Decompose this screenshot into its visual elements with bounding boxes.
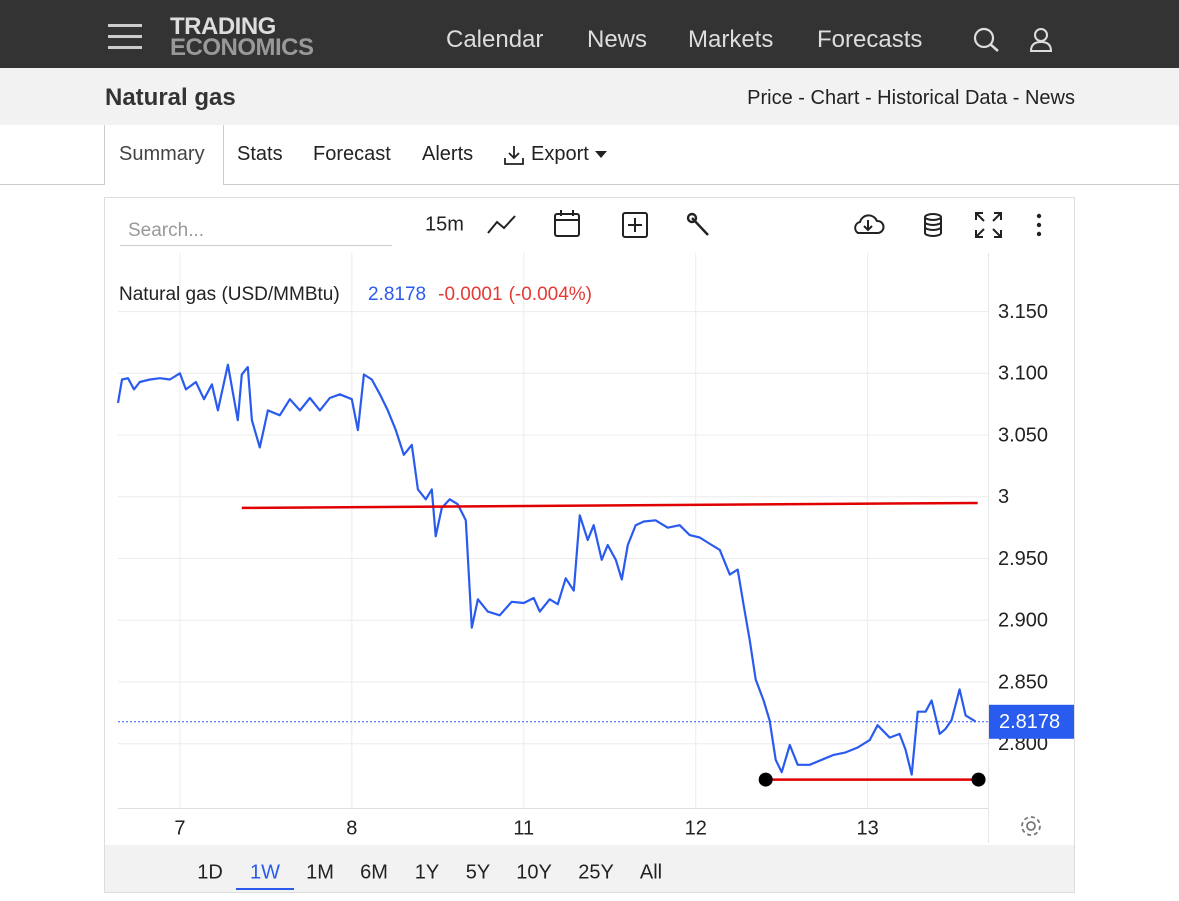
legend: Natural gas (USD/MMBtu) 2.8178 -0.0001 (… bbox=[119, 284, 592, 305]
nav-link[interactable]: Calendar bbox=[446, 26, 544, 53]
logo-line: TRADING bbox=[170, 13, 276, 40]
tab[interactable]: Export bbox=[531, 143, 589, 165]
range-button[interactable]: 6M bbox=[360, 861, 388, 883]
database-icon[interactable] bbox=[924, 213, 942, 237]
more-icon[interactable] bbox=[1036, 213, 1042, 237]
menu-icon[interactable] bbox=[108, 24, 142, 50]
chart-panel bbox=[104, 197, 1075, 893]
settings-icon[interactable] bbox=[1021, 816, 1041, 836]
active-tab bbox=[104, 125, 224, 185]
range-button[interactable]: 1D bbox=[197, 861, 223, 883]
last-price-label: 2.8178 bbox=[999, 711, 1060, 733]
range-button[interactable]: 1M bbox=[306, 861, 334, 883]
y-tick-label: 3.150 bbox=[998, 301, 1048, 323]
y-tick-label: 2.950 bbox=[998, 548, 1048, 570]
user-icon[interactable] bbox=[1029, 27, 1053, 53]
range-buttons: 1D 1W 1M 6M 1Y 5Y 10Y 25Y All bbox=[197, 861, 662, 890]
nav-link[interactable]: Markets bbox=[688, 26, 774, 53]
tab[interactable]: Stats bbox=[237, 143, 283, 165]
nav-link[interactable]: News bbox=[587, 26, 648, 53]
x-tick-label: 13 bbox=[857, 817, 879, 839]
search-icon[interactable] bbox=[973, 27, 1001, 53]
y-tick-label: 2.900 bbox=[998, 610, 1048, 632]
fullscreen-icon[interactable] bbox=[975, 212, 1002, 238]
range-underline bbox=[236, 888, 294, 890]
add-icon[interactable] bbox=[622, 212, 648, 238]
tab-border bbox=[0, 184, 1179, 185]
range-button[interactable]: 5Y bbox=[466, 861, 490, 883]
chart-type-icon[interactable] bbox=[487, 215, 516, 234]
change: -0.0001 bbox=[438, 284, 502, 305]
x-tick-label: 7 bbox=[174, 817, 185, 839]
plot bbox=[116, 363, 988, 787]
range-button[interactable]: 1W bbox=[250, 861, 280, 883]
x-tick-label: 12 bbox=[685, 817, 707, 839]
y-tick-label: 3.100 bbox=[998, 363, 1048, 385]
logo[interactable]: TRADING ECONOMICS bbox=[170, 13, 314, 61]
y-tick-label: 3 bbox=[998, 486, 1009, 508]
tab[interactable]: Summary bbox=[119, 143, 205, 165]
page-title: Natural gas bbox=[105, 84, 236, 111]
chart-title: Natural gas (USD/MMBtu) bbox=[119, 284, 340, 305]
search-input[interactable]: Search... bbox=[128, 220, 204, 241]
x-tick-label: 8 bbox=[346, 817, 357, 839]
calendar-icon[interactable] bbox=[554, 210, 580, 237]
header-links[interactable]: Price - Chart - Historical Data - News bbox=[747, 87, 1075, 109]
range-bar bbox=[105, 845, 1074, 892]
trendline-handle bbox=[971, 772, 986, 787]
last-price-box bbox=[989, 704, 1074, 739]
change-pct: (-0.004%) bbox=[509, 284, 592, 305]
range-button[interactable]: 25Y bbox=[578, 861, 614, 883]
range-button[interactable]: 10Y bbox=[516, 861, 552, 883]
range-button[interactable]: 1Y bbox=[415, 861, 439, 883]
download-icon[interactable] bbox=[854, 214, 885, 234]
y-tick-label: 2.850 bbox=[998, 671, 1048, 693]
sub-bar: Natural gas Price - Chart - Historical D… bbox=[0, 68, 1179, 125]
nav-link[interactable]: Forecasts bbox=[817, 26, 923, 53]
trendline bbox=[241, 501, 978, 510]
tab[interactable]: Alerts bbox=[422, 143, 474, 165]
export-icon bbox=[504, 146, 524, 165]
top-bar: TRADING ECONOMICS Calendar News Markets … bbox=[0, 0, 1179, 68]
y-tick-label: 3.050 bbox=[998, 424, 1048, 446]
x-tick-label: 11 bbox=[513, 817, 534, 839]
tools-icon[interactable] bbox=[686, 212, 709, 236]
range-button[interactable]: All bbox=[640, 861, 662, 883]
last-value: 2.8178 bbox=[368, 284, 426, 305]
tab[interactable]: Forecast bbox=[313, 143, 391, 165]
interval[interactable]: 15m bbox=[425, 213, 464, 235]
caret bbox=[595, 151, 607, 158]
price-line bbox=[116, 363, 977, 776]
logo-line: ECONOMICS bbox=[170, 34, 314, 61]
trendline-handle bbox=[758, 772, 773, 787]
